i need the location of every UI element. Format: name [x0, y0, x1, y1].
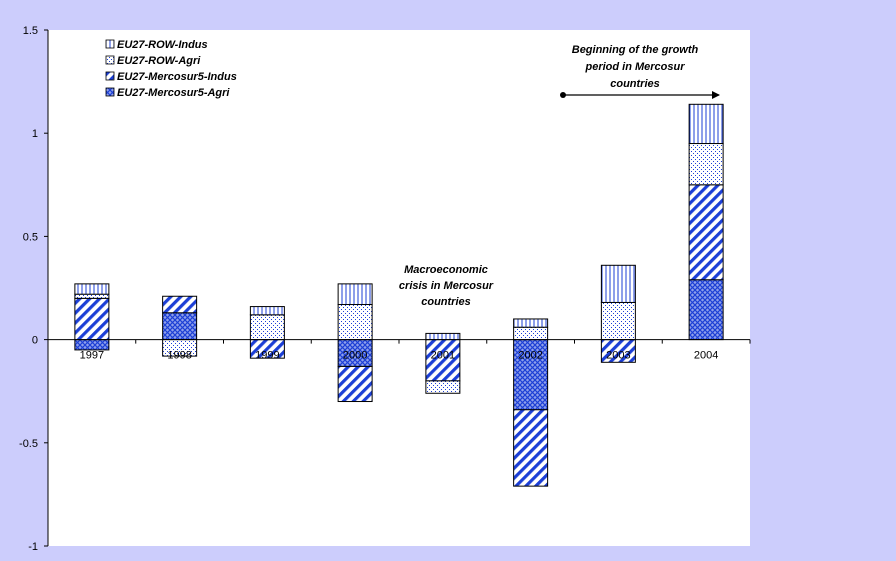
x-tick-label: 1999 [255, 350, 279, 362]
bar-1998-eu27-mercosur5-indus [162, 295, 198, 314]
bar-2001-eu27-mercosur5-indus [425, 339, 461, 382]
bar-2002-eu27-mercosur5-indus [513, 409, 549, 487]
x-tick-label: 2003 [606, 350, 630, 362]
legend-swatch-eu27-row-indus [105, 39, 115, 49]
bar-2000-eu27-row-agri [337, 304, 373, 341]
bar-2002-eu27-mercosur5-agri [513, 339, 549, 411]
legend-label-eu27-row-indus: EU27-ROW-Indus [117, 39, 208, 51]
x-tick-label: 1997 [80, 350, 104, 362]
y-tick-label: -1 [28, 541, 38, 553]
legend-label-eu27-mercosur5-agri: EU27-Mercosur5-Agri [117, 87, 230, 99]
bar-2004-eu27-mercosur5-indus [688, 184, 724, 281]
y-tick-label: 0 [32, 335, 38, 347]
x-tick-label: 2002 [518, 350, 542, 362]
bar-2000-eu27-row-indus [337, 283, 373, 306]
bar-2002-eu27-row-indus [513, 318, 549, 328]
legend-swatch-eu27-row-agri [105, 55, 115, 65]
bar-2004-eu27-mercosur5-agri [688, 279, 724, 341]
bar-2000-eu27-mercosur5-indus [337, 365, 373, 403]
y-tick-label: 0.5 [23, 231, 38, 243]
bar-1997-eu27-row-indus [74, 283, 110, 295]
annotation-crisis-line-2: crisis in Mercosur [399, 280, 494, 292]
bar-2004-eu27-row-indus [688, 103, 724, 145]
legend-label-eu27-mercosur5-indus: EU27-Mercosur5-Indus [117, 71, 237, 83]
axes-layer: 1.5 1 0.5 0 -0.5 -1 1997 1998 1999 2000 2001 2002 20… [19, 25, 751, 553]
annotation-growth: Beginning of the growth period in Mercos… [572, 44, 699, 90]
y-tick-label: 1 [32, 128, 38, 140]
legend: EU27-ROW-Indus EU27-ROW-Agri EU27-Mercosur… [105, 39, 237, 99]
x-tick-label: 1998 [167, 350, 191, 362]
annotation-growth-line-2: period in Mercosur [584, 61, 685, 73]
bar-1999-eu27-row-indus [249, 306, 285, 316]
bar-1997-eu27-mercosur5-indus [74, 297, 110, 341]
bar-1999-eu27-row-agri [249, 314, 285, 341]
legend-label-eu27-row-agri: EU27-ROW-Agri [117, 55, 201, 67]
x-tick-label: 2004 [694, 350, 718, 362]
bar-1997-eu27-row-agri [74, 293, 110, 299]
annotation-crisis-line-3: countries [421, 296, 471, 308]
annotation-growth-line-1: Beginning of the growth [572, 44, 699, 56]
bar-1998-eu27-mercosur5-agri [162, 312, 198, 341]
bar-2001-eu27-row-indus [425, 332, 461, 341]
annotation-growth-line-3: countries [610, 78, 660, 90]
bar-1997-eu27-mercosur5-agri [74, 339, 110, 351]
bars-layer [74, 103, 724, 487]
x-tick-label: 2000 [343, 350, 367, 362]
bar-2002-eu27-row-agri [513, 326, 549, 341]
legend-swatch-eu27-mercosur5-indus [105, 71, 115, 81]
y-tick-label: 1.5 [23, 25, 38, 37]
bar-2003-eu27-row-agri [600, 301, 636, 341]
x-tick-label: 2001 [431, 350, 455, 362]
bar-2001-eu27-row-agri-negative [425, 380, 461, 394]
legend-swatch-eu27-mercosur5-agri [105, 87, 115, 97]
annotation-crisis-line-1: Macroeconomic [404, 264, 488, 276]
bar-2004-eu27-row-agri [688, 143, 724, 186]
y-tick-label: -0.5 [19, 438, 38, 450]
bar-2000-eu27-mercosur5-agri [337, 339, 373, 367]
annotation-crisis: Macroeconomic crisis in Mercosur countri… [399, 264, 494, 308]
bar-2003-eu27-row-indus [600, 264, 636, 303]
